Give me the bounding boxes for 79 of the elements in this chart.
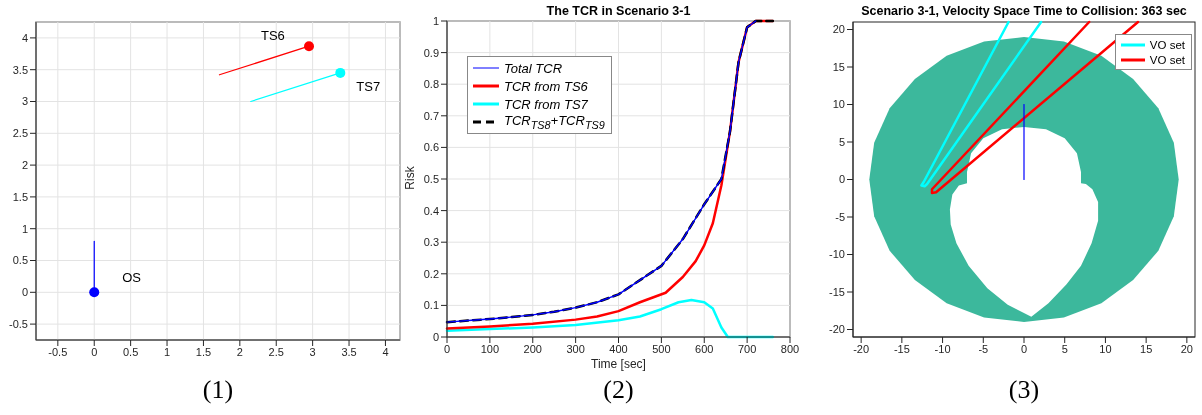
y-tick-label: -15: [829, 285, 845, 298]
y-axis-title: Risk: [403, 165, 417, 192]
y-tick-label: 0.2: [423, 267, 439, 280]
x-tick-label: 3.5: [341, 345, 357, 358]
line-series: [930, 20, 1140, 195]
x-tick-label: -10: [934, 342, 951, 355]
legend-label: TCR from TS7: [504, 96, 588, 112]
y-tick-label: 1: [21, 222, 28, 235]
x-tick-label: 700: [737, 342, 757, 355]
x-tick-label: -5: [978, 342, 989, 355]
x-tick-label: 5: [1061, 342, 1068, 355]
legend-label: VO set: [1149, 38, 1185, 51]
x-tick-label: 0: [1020, 342, 1028, 355]
y-tick-label: 0: [21, 286, 28, 299]
text: (2): [602, 375, 635, 405]
y-tick-label: 20: [832, 23, 845, 36]
y-tick-label: 0.4: [423, 204, 439, 217]
point: [335, 67, 346, 78]
y-tick-label: 0.8: [423, 78, 439, 91]
x-tick-label: -20: [853, 342, 870, 355]
y-tick-label: 0: [838, 173, 845, 186]
x-tick-label: -0.5: [48, 345, 68, 358]
x-tick-label: 1: [163, 345, 171, 358]
y-tick-label: 0.9: [423, 46, 439, 59]
y-tick-label: -10: [829, 248, 845, 261]
point: [304, 41, 314, 52]
y-tick-label: -5: [835, 210, 845, 223]
x-tick-label: 200: [523, 342, 542, 355]
legend-label: Total TCR: [504, 60, 563, 76]
y-tick-label: 0.6: [423, 141, 439, 154]
x-tick-label: 2: [236, 345, 243, 358]
legend-label: TCR from TS6: [504, 78, 588, 94]
y-tick-label: 0.5: [423, 172, 439, 185]
point: [89, 287, 100, 298]
y-tick-label: 10: [832, 98, 845, 111]
y-tick-label: 15: [832, 60, 845, 73]
y-tick-label: 0: [432, 330, 439, 343]
x-tick-label: 1.5: [195, 345, 212, 358]
x-tick-label: 0.5: [122, 345, 139, 358]
y-tick-label: 0.7: [423, 109, 439, 122]
series-label: TS7: [356, 78, 381, 94]
x-tick-label: 3: [309, 345, 316, 358]
y-tick-label: -20: [829, 323, 845, 336]
line-series: [920, 20, 1043, 188]
y-tick-label: 0.5: [12, 254, 28, 267]
series-label: TS6: [261, 28, 285, 44]
x-tick-label: 300: [566, 342, 585, 355]
x-tick-label: 0: [443, 342, 451, 355]
x-tick-label: 500: [652, 342, 671, 355]
y-tick-label: 0.3: [423, 236, 439, 249]
x-axis-title: Time [sec]: [590, 357, 647, 371]
chart-title: Scenario 3-1, Velocity Space Time to Collision: 363 sec: [860, 4, 1188, 18]
x-tick-label: 20: [1180, 342, 1193, 355]
legend-label: TCR$_{TS8}$+TCR$_{TS9}$: [504, 113, 605, 131]
y-tick-label: 5: [838, 135, 845, 148]
y-tick-label: 1: [432, 14, 439, 27]
x-tick-label: 100: [480, 342, 500, 355]
x-tick-label: 10: [1099, 342, 1112, 355]
y-tick-label: 4: [21, 31, 28, 44]
y-tick-label: -0.5: [9, 318, 28, 331]
x-tick-label: 15: [1140, 342, 1153, 355]
chart-title: The TCR in Scenario 3-1: [545, 4, 692, 18]
x-tick-label: 0: [91, 345, 98, 358]
x-tick-label: 2.5: [268, 345, 284, 358]
x-tick-label: 800: [780, 342, 800, 355]
text: (3): [1007, 375, 1041, 405]
x-tick-label: -15: [893, 342, 910, 355]
x-tick-label: 600: [695, 342, 714, 355]
x-tick-label: 400: [609, 342, 628, 355]
y-tick-label: 1.5: [12, 190, 28, 203]
y-tick-label: 2: [21, 159, 28, 172]
text: (1): [201, 375, 235, 405]
x-tick-label: 4: [382, 345, 389, 358]
legend-label: VO set: [1149, 53, 1185, 66]
y-tick-label: 2.5: [12, 127, 28, 140]
y-tick-label: 0.1: [423, 299, 439, 312]
series-label: OS: [122, 270, 142, 286]
y-tick-label: 3.5: [12, 63, 28, 76]
y-tick-label: 3: [21, 95, 28, 108]
